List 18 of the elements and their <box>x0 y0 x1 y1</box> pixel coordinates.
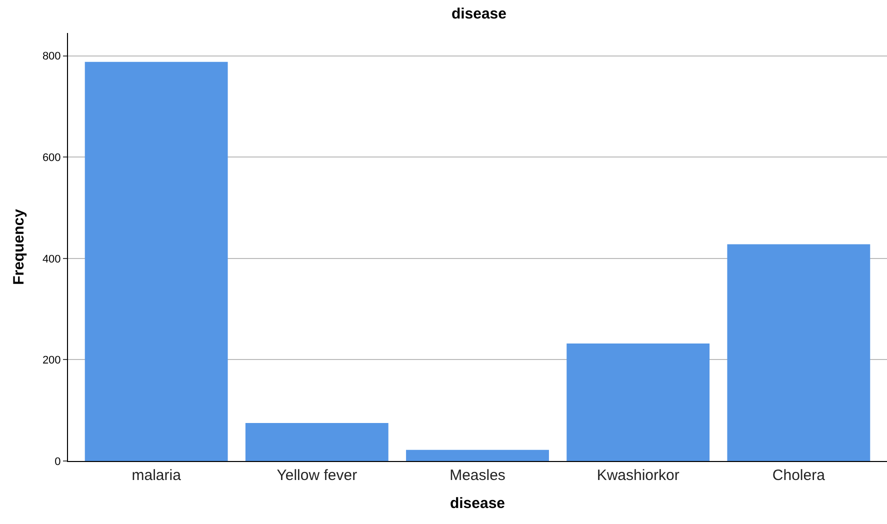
x-axis-title: disease <box>450 495 506 512</box>
chart-title: disease <box>451 5 507 22</box>
y-tick-label: 0 <box>54 456 61 468</box>
x-tick-label: Cholera <box>772 467 826 484</box>
x-tick-label: Measles <box>450 467 506 484</box>
bar <box>245 423 388 461</box>
bar <box>566 343 710 461</box>
y-tick-label: 800 <box>42 50 61 63</box>
y-axis-title: Frequency <box>10 208 28 285</box>
x-tick-label: malaria <box>132 467 182 484</box>
y-tick-label: 400 <box>42 253 61 266</box>
y-tick-label: 600 <box>42 152 61 164</box>
x-tick-label: Kwashiorkor <box>596 467 680 484</box>
bar <box>727 244 870 461</box>
bar <box>406 450 549 461</box>
bar <box>84 62 228 461</box>
x-tick-label: Yellow fever <box>276 467 358 484</box>
y-tick-label: 200 <box>42 354 61 367</box>
